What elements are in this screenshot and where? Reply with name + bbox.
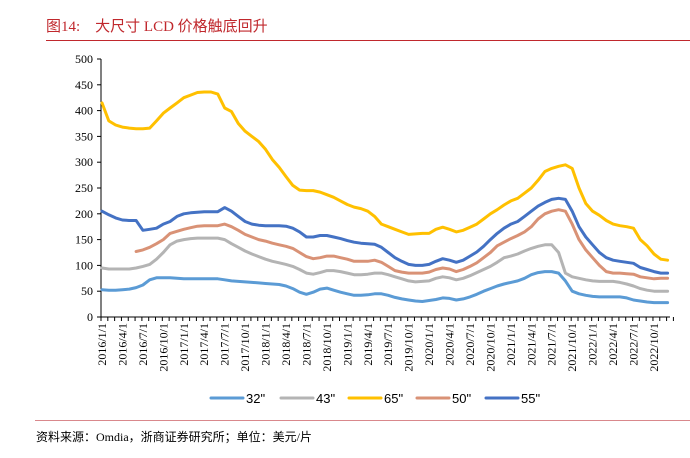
- x-tick-label: 2017/10/1: [238, 323, 252, 372]
- series-line-3: [134, 208, 670, 281]
- x-tick-label: 2020/10/1: [483, 323, 497, 372]
- y-tick-label: 500: [75, 52, 93, 66]
- x-tick-label: 2022/1/1: [586, 323, 600, 366]
- x-tick-label: 2017/1/1: [177, 323, 191, 366]
- y-tick-label: 300: [75, 155, 93, 169]
- y-tick-label: 450: [75, 78, 93, 92]
- x-tick-label: 2019/1/1: [340, 323, 354, 366]
- legend-label: 50": [452, 391, 471, 406]
- x-tick-label: 2017/4/1: [197, 323, 211, 366]
- x-tick-label: 2019/10/1: [402, 323, 416, 372]
- x-tick-label: 2016/1/1: [95, 323, 109, 366]
- x-tick-label: 2018/10/1: [320, 323, 334, 372]
- x-tick-label: 2016/7/1: [136, 323, 150, 366]
- x-tick-label: 2020/1/1: [422, 323, 436, 366]
- x-tick-label: 2021/1/1: [504, 323, 518, 366]
- x-tick-label: 2021/4/1: [524, 323, 538, 366]
- x-tick-label: 2021/7/1: [545, 323, 559, 366]
- x-tick-label: 2021/10/1: [565, 323, 579, 372]
- y-tick-label: 150: [75, 233, 93, 247]
- x-tick-label: 2022/7/1: [627, 323, 641, 366]
- series-line-0: [100, 270, 670, 305]
- x-tick-label: 2022/4/1: [606, 323, 620, 366]
- y-tick-label: 200: [75, 207, 93, 221]
- x-tick-label: 2016/4/1: [115, 323, 129, 366]
- legend-label: 43": [316, 391, 335, 406]
- x-tick-label: 2017/7/1: [218, 323, 232, 366]
- x-tick-label: 2018/1/1: [259, 323, 273, 366]
- legend-label: 32": [246, 391, 265, 406]
- x-tick-label: 2019/4/1: [361, 323, 375, 366]
- series-line-1: [100, 236, 670, 293]
- legend-label: 55": [521, 391, 540, 406]
- x-tick-label: 2022/10/1: [647, 323, 661, 372]
- x-tick-label: 2016/10/1: [156, 323, 170, 372]
- y-tick-label: 400: [75, 104, 93, 118]
- x-tick-label: 2020/7/1: [463, 323, 477, 366]
- x-tick-label: 2018/7/1: [299, 323, 313, 366]
- x-tick-label: 2019/7/1: [381, 323, 395, 366]
- y-tick-label: 100: [75, 258, 93, 272]
- series-line-4: [100, 196, 670, 275]
- figure-title: 图14: 大尺寸 LCD 价格触底回升: [46, 19, 268, 35]
- y-tick-label: 0: [87, 310, 93, 324]
- x-tick-label: 2018/4/1: [279, 323, 293, 366]
- y-tick-label: 50: [81, 284, 93, 298]
- footer-divider: [35, 420, 690, 421]
- title-divider: [46, 40, 690, 41]
- source-note: 资料来源：Omdia，浙商证券研究所；单位：美元/片: [36, 430, 312, 444]
- legend-label: 65": [384, 391, 403, 406]
- y-tick-label: 350: [75, 129, 93, 143]
- y-tick-label: 250: [75, 181, 93, 195]
- series-line-2: [100, 90, 670, 262]
- x-tick-label: 2020/4/1: [443, 323, 457, 366]
